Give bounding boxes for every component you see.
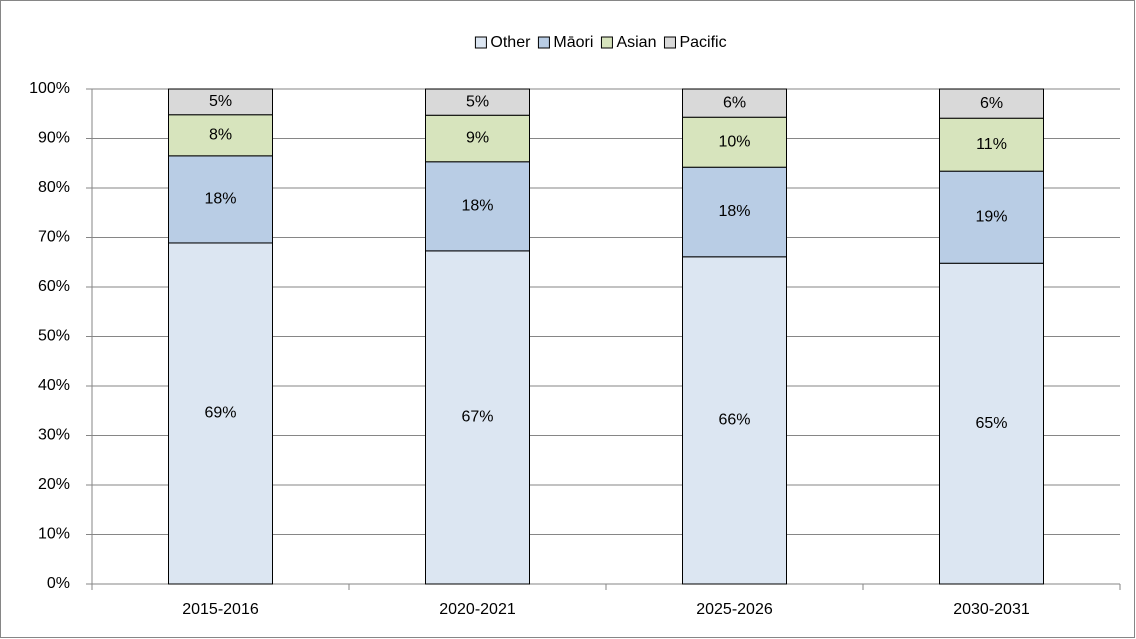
- y-tick-label: 10%: [38, 526, 70, 543]
- bar-segment: [682, 116, 787, 168]
- data-label: 19%: [975, 208, 1007, 225]
- y-tick-label: 0%: [47, 575, 70, 592]
- data-label: 11%: [976, 136, 1007, 153]
- data-label: 9%: [466, 130, 489, 147]
- bar-segment: [939, 88, 1044, 119]
- y-tick-label: 40%: [38, 377, 70, 394]
- legend-label: Asian: [616, 34, 656, 51]
- data-label: 18%: [461, 198, 493, 215]
- legend-swatch: [663, 36, 676, 49]
- bar-segment: [425, 161, 530, 252]
- data-label: 6%: [980, 95, 1003, 112]
- bar-segment: [682, 256, 787, 585]
- data-label: 69%: [204, 405, 236, 422]
- legend-label: Other: [490, 34, 531, 51]
- legend-swatch: [474, 36, 487, 49]
- bar-segment: [425, 114, 530, 163]
- y-tick-label: 60%: [38, 278, 70, 295]
- x-tick-label: 2020-2021: [439, 601, 516, 618]
- data-label: 67%: [461, 409, 493, 426]
- y-tick-label: 50%: [38, 328, 70, 345]
- bar-segment: [682, 88, 787, 118]
- bar-segment: [425, 250, 530, 585]
- data-label: 8%: [209, 127, 232, 144]
- bar-segment: [168, 242, 273, 585]
- legend-label: Māori: [553, 34, 593, 51]
- bar-segment: [425, 88, 530, 116]
- bar-segment: [168, 88, 273, 116]
- legend-swatch: [600, 36, 613, 49]
- bar-segment: [168, 155, 273, 244]
- y-tick-label: 80%: [38, 179, 70, 196]
- bar-segment: [939, 170, 1044, 264]
- bar-segment: [682, 166, 787, 258]
- data-label: 18%: [204, 191, 236, 208]
- data-label: 10%: [718, 133, 750, 150]
- legend-label: Pacific: [679, 34, 726, 51]
- bar-segment: [939, 117, 1044, 172]
- x-tick-label: 2030-2031: [953, 601, 1030, 618]
- data-label: 65%: [975, 415, 1007, 432]
- y-tick-label: 70%: [38, 229, 70, 246]
- y-tick-label: 90%: [38, 130, 70, 147]
- y-tick-label: 100%: [29, 80, 70, 97]
- data-label: 5%: [209, 93, 232, 110]
- data-label: 18%: [718, 203, 750, 220]
- bar-segment: [939, 262, 1044, 585]
- data-label: 5%: [466, 93, 489, 110]
- y-tick-label: 20%: [38, 476, 70, 493]
- legend-swatch: [537, 36, 550, 49]
- y-tick-label: 30%: [38, 427, 70, 444]
- data-label: 66%: [718, 412, 750, 429]
- x-tick-label: 2015-2016: [182, 601, 259, 618]
- data-label: 6%: [723, 94, 746, 111]
- x-tick-label: 2025-2026: [696, 601, 773, 618]
